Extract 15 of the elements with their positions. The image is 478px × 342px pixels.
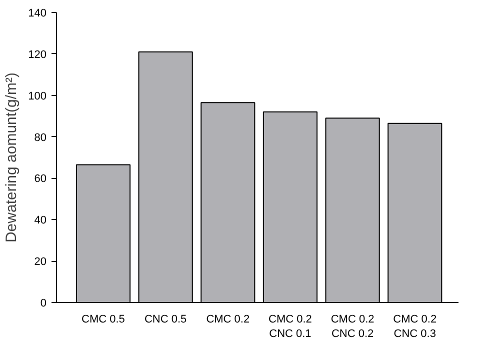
x-tick-label: CMC 0.2 CNC 0.2 bbox=[330, 314, 374, 340]
x-tick-label: CMC 0.2 CNC 0.1 bbox=[268, 314, 312, 340]
x-tick-label: CMC 0.5 bbox=[82, 314, 125, 326]
y-axis-title: Dewatering aomunt(g/m²) bbox=[3, 72, 20, 243]
x-tick-label: CNC 0.5 bbox=[144, 314, 187, 326]
y-tick-label: 60 bbox=[34, 173, 47, 186]
y-tick-label: 100 bbox=[28, 90, 47, 102]
y-tick-label: 140 bbox=[28, 8, 47, 20]
x-tick-label: CMC 0.2 CNC 0.3 bbox=[393, 314, 437, 340]
y-tick-label: 20 bbox=[34, 256, 47, 268]
y-tick-label: 80 bbox=[34, 132, 47, 144]
y-tick-label: 0 bbox=[40, 298, 47, 310]
x-tick-label: CMC 0.2 bbox=[206, 314, 250, 326]
y-tick-label: 120 bbox=[28, 48, 47, 61]
y-tick-label: 40 bbox=[34, 214, 47, 227]
